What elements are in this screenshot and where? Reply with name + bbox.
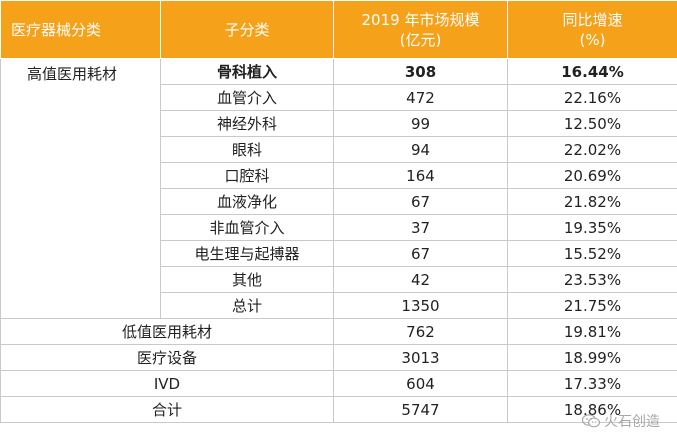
subcategory-cell: 其他 — [160, 266, 334, 293]
size-cell: 164 — [333, 162, 508, 189]
header-category: 医疗器械分类 — [0, 0, 161, 59]
table-row: 血液净化 67 21.82% — [1, 188, 677, 215]
table-row: 非血管介入 37 19.35% — [1, 214, 677, 241]
size-cell: 37 — [333, 214, 508, 241]
wechat-icon — [582, 414, 600, 428]
header-growth-line2: (%) — [579, 30, 606, 49]
size-cell: 1350 — [333, 292, 508, 319]
subcategory-cell: 口腔科 — [160, 162, 334, 189]
table-row: 总计 1350 21.75% — [1, 292, 677, 319]
watermark-text: 火石创造 — [604, 414, 660, 430]
subcategory-cell: 非血管介入 — [160, 214, 334, 241]
category-high-value: 高值医用耗材 — [0, 58, 161, 319]
table-row: 医疗设备 3013 18.99% — [0, 344, 677, 371]
subcategory-cell: 血管介入 — [160, 84, 334, 111]
table-row: 神经外科 99 12.50% — [1, 110, 677, 137]
table-row: 高值医用耗材 骨科植入 308 16.44% — [0, 58, 677, 319]
category-cell: IVD — [0, 370, 334, 397]
size-cell: 308 — [333, 58, 508, 85]
header-growth: 同比增速 (%) — [507, 0, 677, 59]
category-cell: 医疗设备 — [0, 344, 334, 371]
growth-cell: 16.44% — [507, 58, 677, 85]
header-row: 医疗器械分类 子分类 2019 年市场规模 (亿元) 同比增速 (%) — [0, 0, 677, 59]
size-cell: 3013 — [333, 344, 508, 371]
header-growth-line1: 同比增速 — [562, 10, 623, 29]
header-market-size: 2019 年市场规模 (亿元) — [333, 0, 508, 59]
size-cell: 42 — [333, 266, 508, 293]
table-row: 其他 42 23.53% — [1, 266, 677, 293]
subcategory-cell: 骨科植入 — [160, 58, 334, 85]
table-row: 口腔科 164 20.69% — [1, 162, 677, 189]
subcategory-cell: 眼科 — [160, 136, 334, 163]
header-market-size-line1: 2019 年市场规模 — [361, 10, 480, 29]
growth-cell: 21.75% — [507, 292, 677, 319]
subcategory-cell: 电生理与起搏器 — [160, 240, 334, 267]
growth-cell: 23.53% — [507, 266, 677, 293]
subcategory-cell: 总计 — [160, 292, 334, 319]
size-cell: 762 — [333, 318, 508, 345]
header-market-size-line2: (亿元) — [399, 30, 442, 49]
size-cell: 99 — [333, 110, 508, 137]
size-cell: 67 — [333, 188, 508, 215]
growth-cell: 21.82% — [507, 188, 677, 215]
size-cell: 67 — [333, 240, 508, 267]
growth-cell: 17.33% — [507, 370, 677, 397]
table-row: 低值医用耗材 762 19.81% — [0, 318, 677, 345]
growth-cell: 15.52% — [507, 240, 677, 267]
growth-cell: 22.02% — [507, 136, 677, 163]
table-row: 合计 5747 18.86% — [0, 396, 677, 423]
growth-cell: 12.50% — [507, 110, 677, 137]
subcategory-cell: 血液净化 — [160, 188, 334, 215]
table-row: IVD 604 17.33% — [0, 370, 677, 397]
category-cell: 合计 — [0, 396, 334, 423]
market-size-table: 医疗器械分类 子分类 2019 年市场规模 (亿元) 同比增速 (%) 高值医用… — [0, 0, 677, 423]
size-cell: 472 — [333, 84, 508, 111]
table-row: 眼科 94 22.02% — [1, 136, 677, 163]
size-cell: 94 — [333, 136, 508, 163]
size-cell: 5747 — [333, 396, 508, 423]
growth-cell: 19.81% — [507, 318, 677, 345]
category-cell: 低值医用耗材 — [0, 318, 334, 345]
growth-cell: 18.99% — [507, 344, 677, 371]
growth-cell: 22.16% — [507, 84, 677, 111]
growth-cell: 20.69% — [507, 162, 677, 189]
size-cell: 604 — [333, 370, 508, 397]
growth-cell: 19.35% — [507, 214, 677, 241]
header-subcategory: 子分类 — [160, 0, 334, 59]
watermark: 火石创造 — [582, 410, 660, 432]
table-row: 电生理与起搏器 67 15.52% — [1, 240, 677, 267]
subcategory-cell: 神经外科 — [160, 110, 334, 137]
